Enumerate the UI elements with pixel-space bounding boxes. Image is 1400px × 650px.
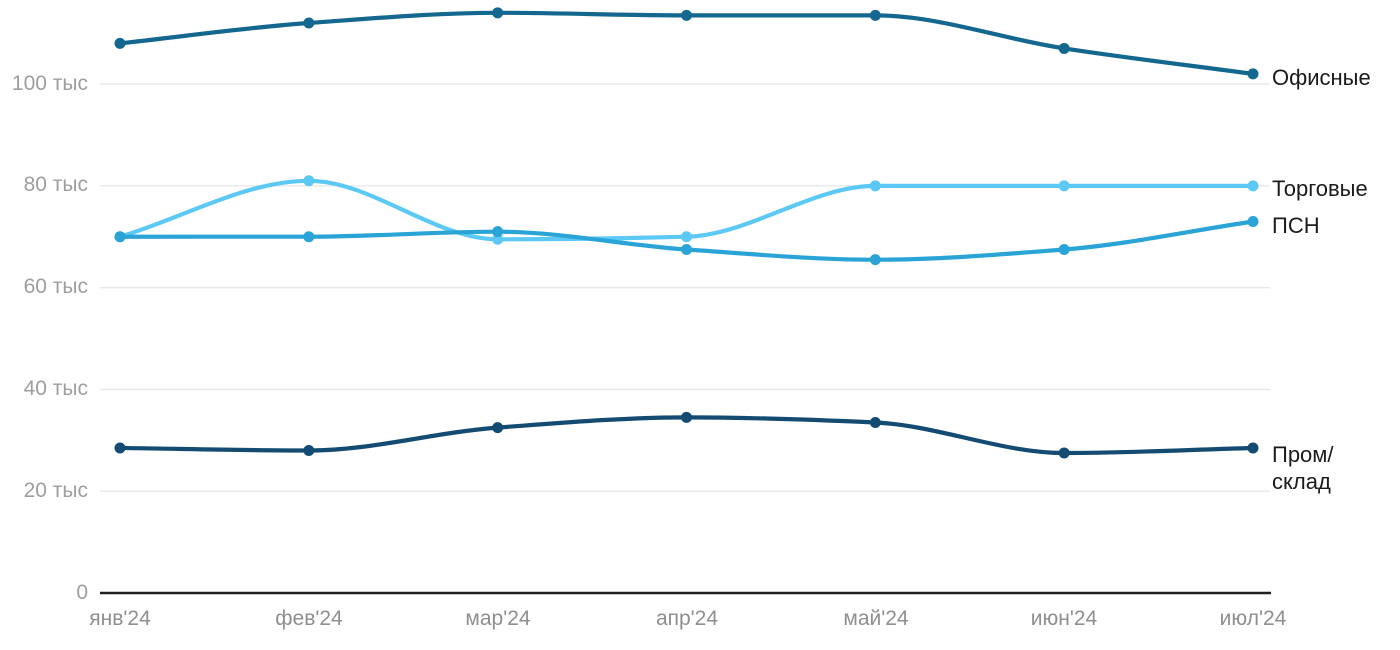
series-label-psn: ПСН <box>1272 213 1320 238</box>
x-tick-jul: июл'24 <box>1219 607 1287 630</box>
y-tick-40: 40 тыс <box>23 377 88 400</box>
series-label-offices: Офисные <box>1272 65 1371 90</box>
x-tick-may: май'24 <box>843 607 909 630</box>
x-tick-apr: апр'24 <box>655 607 719 630</box>
y-tick-0: 0 <box>76 581 88 604</box>
series-label-retail: Торговые <box>1272 176 1368 201</box>
y-tick-60: 60 тыс <box>23 275 88 298</box>
x-tick-mar: мар'24 <box>465 607 531 630</box>
y-tick-80: 80 тыс <box>23 173 88 196</box>
series-label-industrial: Пром/склад <box>1272 442 1334 494</box>
x-tick-jan: янв'24 <box>89 607 151 630</box>
y-tick-100: 100 тыс <box>11 72 88 95</box>
x-tick-jun: июн'24 <box>1030 607 1098 630</box>
y-tick-20: 20 тыс <box>23 479 88 502</box>
x-tick-feb: фев'24 <box>275 607 343 630</box>
